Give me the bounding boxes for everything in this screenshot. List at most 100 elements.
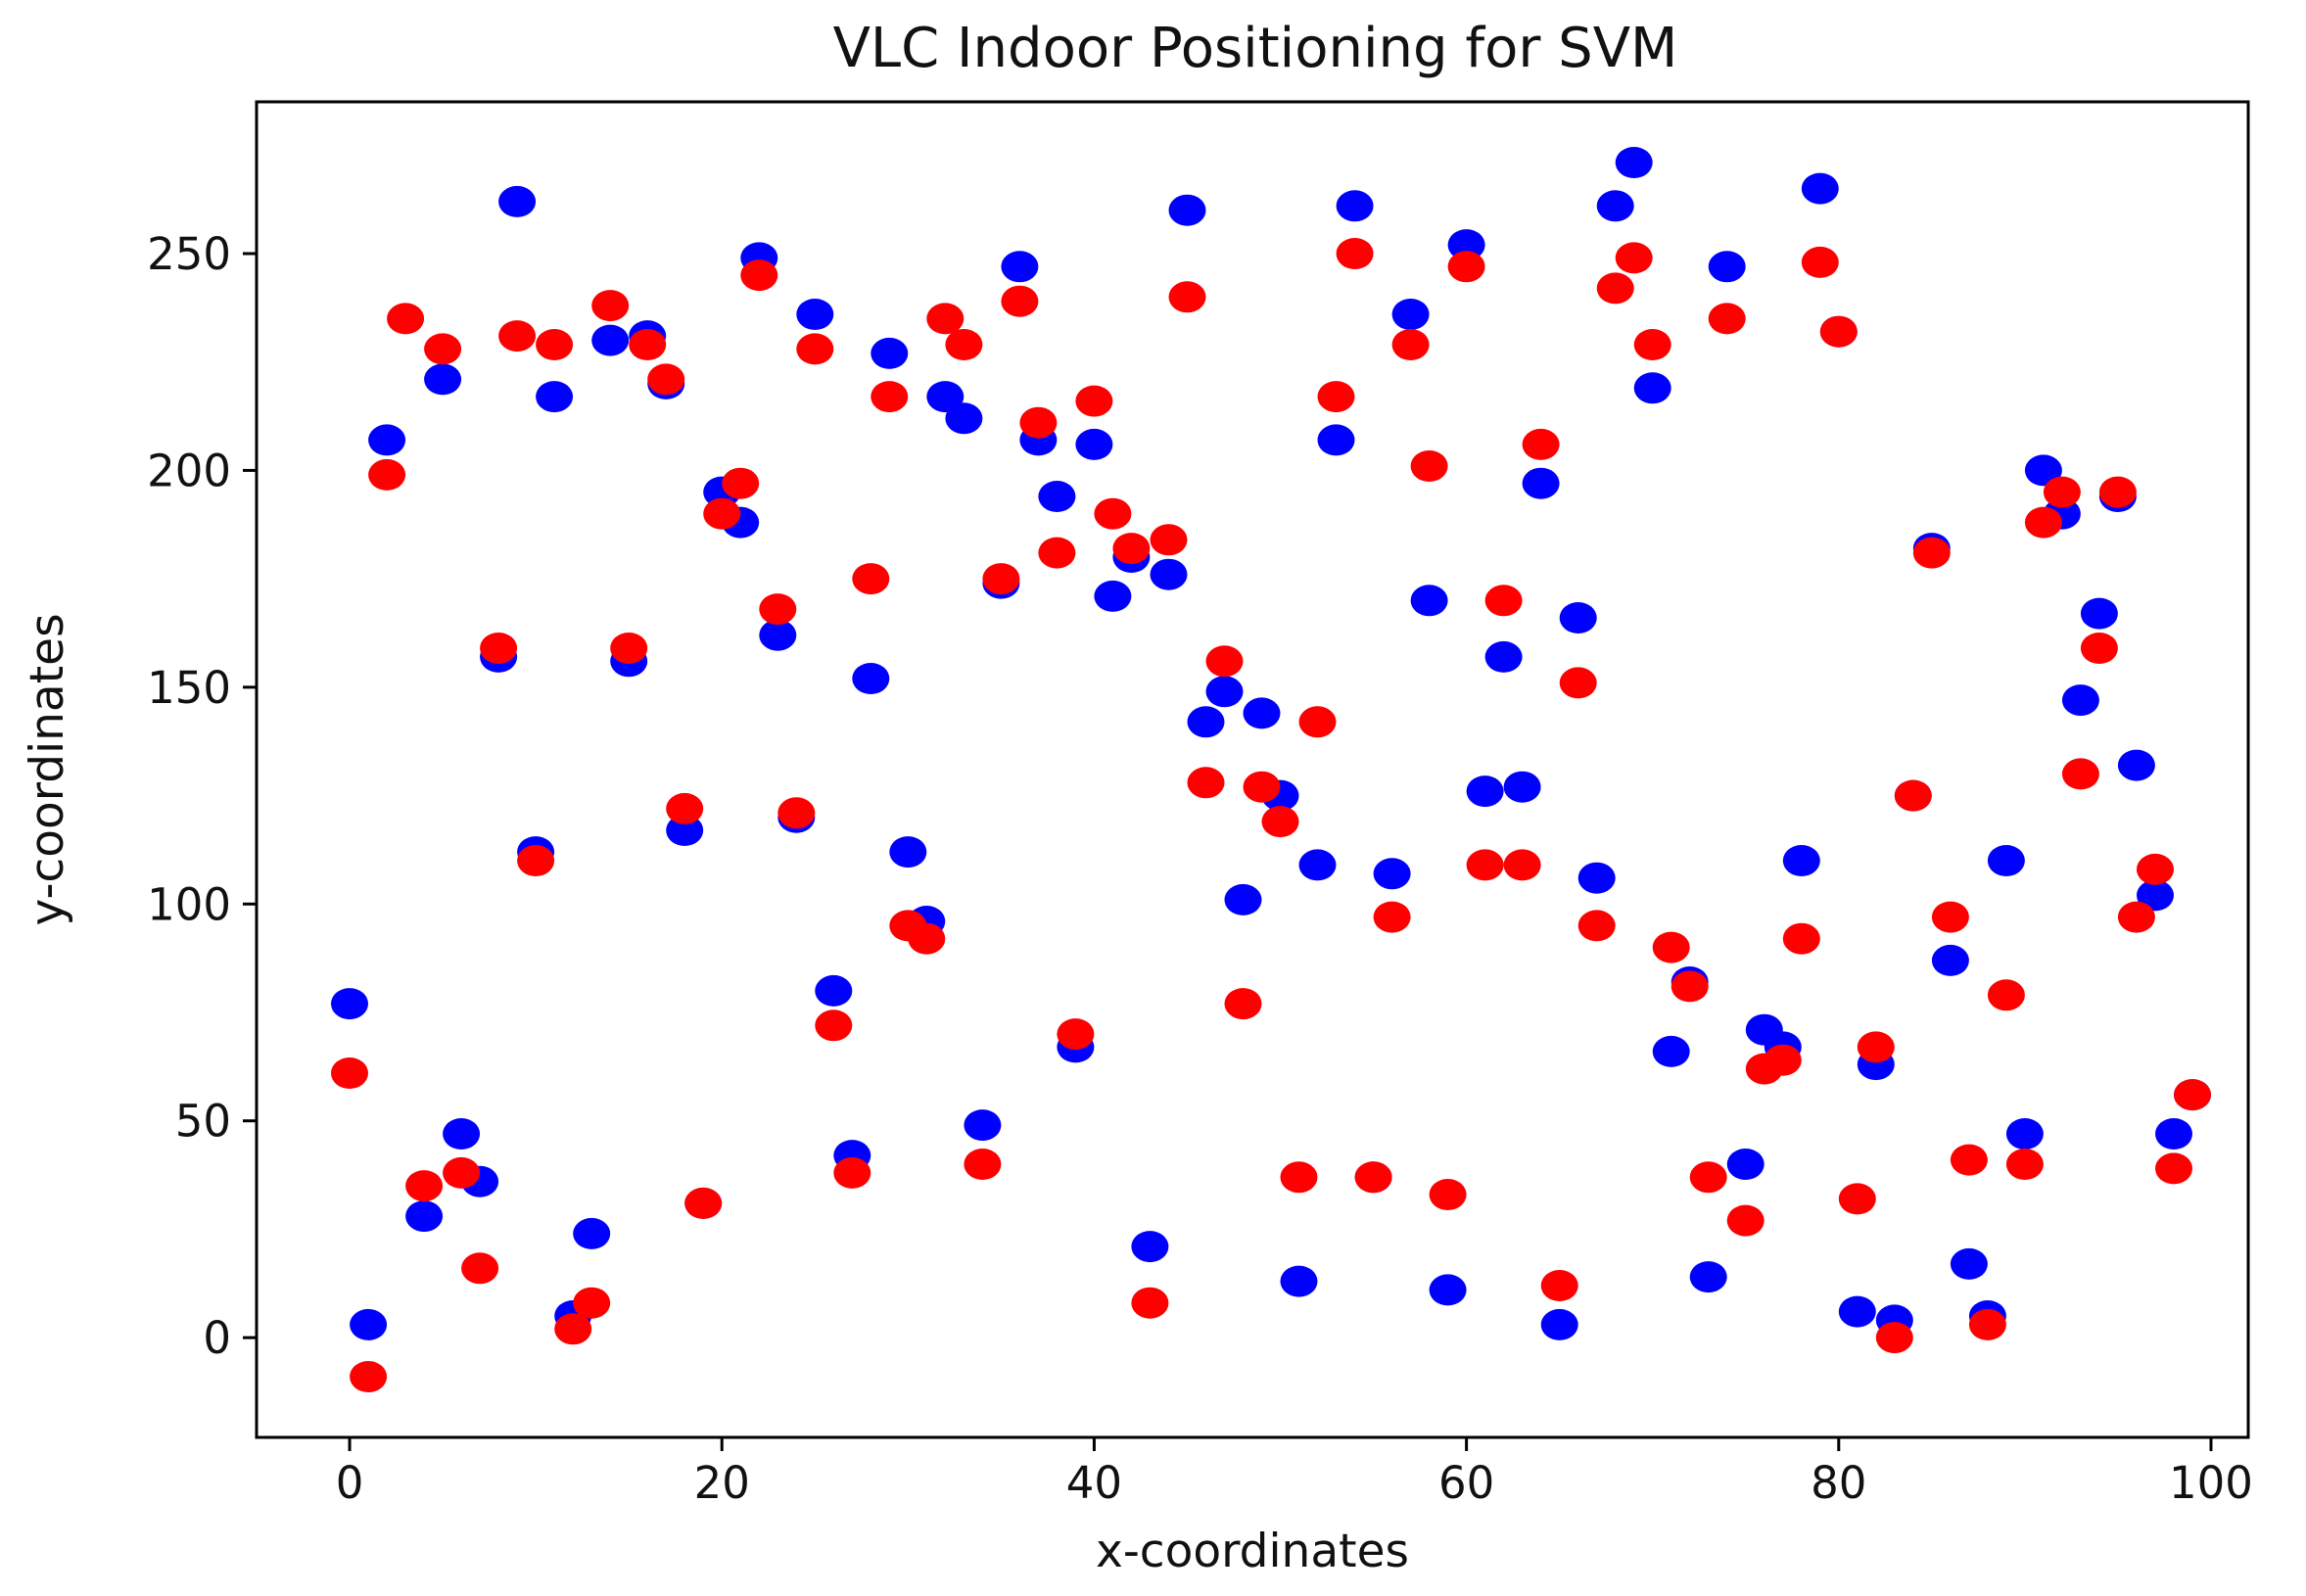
predicted-point-61 <box>1466 849 1504 881</box>
predicted-point-11 <box>536 329 574 360</box>
x-tick-label-3: 60 <box>1438 1457 1494 1509</box>
y-tick-label-2: 100 <box>147 878 231 930</box>
actual-point-78 <box>1801 172 1839 205</box>
x-tick-label-5: 100 <box>2169 1457 2253 1509</box>
actual-point-64 <box>1540 1308 1578 1340</box>
predicted-point-17 <box>647 363 685 396</box>
actual-point-73 <box>1708 251 1746 283</box>
predicted-point-13 <box>573 1287 611 1319</box>
predicted-point-8 <box>480 633 518 664</box>
actual-point-95 <box>2117 749 2155 781</box>
actual-point-86 <box>1950 1247 1988 1280</box>
actual-point-66 <box>1577 862 1616 894</box>
predicted-point-5 <box>424 333 462 365</box>
actual-point-51 <box>1298 849 1337 881</box>
predicted-point-59 <box>1429 1179 1467 1210</box>
predicted-point-88 <box>1968 1308 2006 1340</box>
predicted-point-52 <box>1298 706 1337 738</box>
predicted-point-53 <box>1317 381 1355 413</box>
predicted-point-19 <box>684 1187 723 1219</box>
actual-point-31 <box>926 381 965 413</box>
actual-point-46 <box>1205 676 1244 708</box>
predicted-point-33 <box>945 329 983 360</box>
actual-point-56 <box>1391 299 1430 330</box>
predicted-point-43 <box>1131 1287 1169 1319</box>
predicted-point-12 <box>554 1313 592 1345</box>
y-tick-label-1: 50 <box>175 1096 231 1148</box>
predicted-point-24 <box>777 797 816 829</box>
actual-point-12 <box>573 1217 611 1249</box>
actual-point-24 <box>796 299 834 330</box>
actual-point-62 <box>1503 771 1541 803</box>
predicted-point-6 <box>443 1156 481 1189</box>
predicted-point-48 <box>1224 988 1262 1020</box>
actual-point-61 <box>1484 640 1523 673</box>
predicted-point-36 <box>1001 285 1039 317</box>
predicted-point-38 <box>1038 537 1076 569</box>
chart-title: VLC Indoor Positioning for SVM <box>833 17 1678 80</box>
actual-point-67 <box>1596 190 1634 222</box>
predicted-point-16 <box>629 329 667 360</box>
predicted-point-73 <box>1689 1161 1727 1194</box>
actual-point-65 <box>1559 602 1597 634</box>
predicted-point-65 <box>1540 1270 1578 1301</box>
actual-point-22 <box>759 619 797 651</box>
predicted-point-14 <box>591 290 630 322</box>
actual-point-39 <box>1075 428 1113 460</box>
predicted-point-23 <box>759 593 797 626</box>
actual-point-44 <box>1168 194 1206 226</box>
predicted-point-83 <box>1875 1322 1913 1354</box>
actual-point-92 <box>2061 684 2099 717</box>
actual-point-32 <box>945 402 983 435</box>
predicted-point-28 <box>852 563 890 595</box>
predicted-point-42 <box>1112 533 1151 565</box>
predicted-point-34 <box>964 1149 1002 1180</box>
predicted-point-78 <box>1782 922 1820 955</box>
predicted-point-39 <box>1057 1018 1095 1051</box>
predicted-point-4 <box>405 1170 444 1202</box>
predicted-point-10 <box>517 845 555 876</box>
actual-point-53 <box>1336 190 1374 222</box>
predicted-point-74 <box>1708 303 1746 335</box>
actual-point-47 <box>1224 883 1262 915</box>
actual-point-28 <box>871 337 909 369</box>
plot-points <box>331 147 2211 1392</box>
predicted-point-85 <box>1912 537 1951 569</box>
predicted-point-98 <box>2155 1152 2192 1185</box>
predicted-point-75 <box>1726 1204 1765 1237</box>
predicted-point-89 <box>1987 979 2025 1011</box>
predicted-point-68 <box>1596 272 1634 305</box>
actual-point-42 <box>1131 1231 1169 1263</box>
x-tick-label-2: 40 <box>1066 1457 1122 1509</box>
predicted-point-62 <box>1484 585 1523 617</box>
predicted-point-18 <box>666 792 704 824</box>
predicted-point-15 <box>610 633 648 664</box>
predicted-point-55 <box>1354 1161 1392 1194</box>
actual-point-8 <box>498 185 537 217</box>
predicted-point-71 <box>1652 931 1690 963</box>
actual-point-45 <box>1187 706 1225 738</box>
actual-point-29 <box>889 836 927 868</box>
predicted-point-57 <box>1391 329 1430 360</box>
predicted-point-77 <box>1764 1044 1802 1076</box>
actual-point-85 <box>1931 944 1969 976</box>
actual-point-35 <box>1001 251 1039 283</box>
y-axis-label: y-coordinates <box>21 613 74 925</box>
actual-point-68 <box>1615 147 1653 178</box>
actual-point-88 <box>1987 845 2025 876</box>
predicted-point-26 <box>815 1009 853 1042</box>
actual-point-40 <box>1094 580 1132 612</box>
predicted-point-35 <box>982 563 1020 595</box>
predicted-point-58 <box>1410 450 1448 482</box>
predicted-point-79 <box>1801 246 1839 278</box>
predicted-point-70 <box>1633 329 1671 360</box>
predicted-point-7 <box>461 1252 499 1285</box>
predicted-point-31 <box>908 922 946 955</box>
predicted-point-0 <box>331 1057 368 1089</box>
predicted-point-41 <box>1094 497 1132 530</box>
actual-point-55 <box>1373 858 1411 890</box>
predicted-point-45 <box>1168 281 1206 313</box>
predicted-point-66 <box>1559 667 1597 699</box>
actual-point-69 <box>1633 372 1671 404</box>
